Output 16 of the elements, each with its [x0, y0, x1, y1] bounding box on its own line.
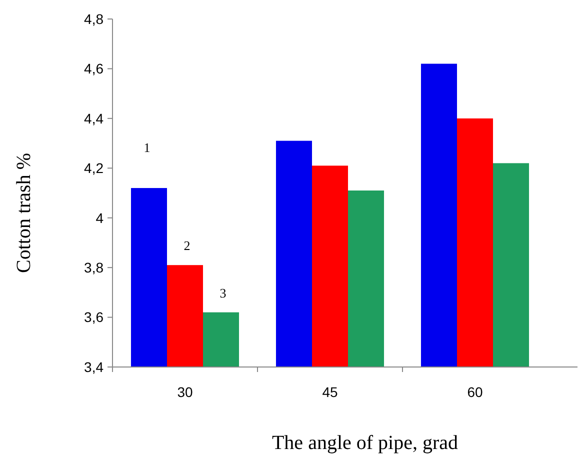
series-label: 3: [220, 285, 226, 300]
y-tick-label: 3,6: [84, 309, 104, 326]
y-tick-label: 3,8: [84, 259, 104, 276]
y-tick-label: 4,2: [84, 160, 104, 176]
y-tick-label: 4: [96, 210, 104, 226]
x-axis-title: The angle of pipe, grad: [272, 432, 458, 454]
y-tick-label: 4,6: [84, 60, 104, 77]
y-tick-label: 4,4: [84, 110, 104, 126]
y-tick-label: 4,8: [84, 10, 104, 27]
x-tick-label: 30: [177, 384, 193, 400]
y-axis-title: Cotton trash %: [13, 153, 35, 273]
x-tick-label: 45: [322, 384, 338, 400]
y-tick-label: 3,4: [84, 358, 104, 375]
series-label: 2: [184, 238, 190, 254]
text: 1: [144, 140, 150, 156]
x-tick-label: 60: [467, 384, 483, 400]
